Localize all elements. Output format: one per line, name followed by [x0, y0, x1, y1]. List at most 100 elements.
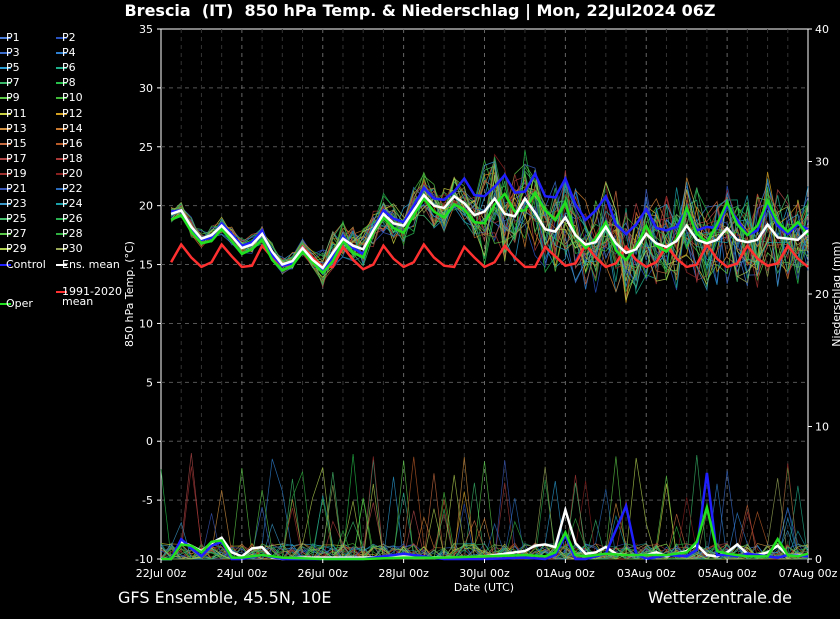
legend-swatch [56, 157, 67, 160]
legend-swatch [0, 157, 11, 160]
legend-label: Control [6, 258, 46, 271]
legend-swatch [0, 188, 11, 190]
legend-swatch [0, 52, 11, 55]
legend-swatch [56, 218, 67, 221]
y-tick-label: 20 [139, 200, 153, 213]
x-tick-label: 24Jul 00z [217, 567, 268, 580]
y-tick-label: 30 [139, 82, 153, 95]
legend-label: Oper [6, 297, 33, 310]
temp-line-control [170, 171, 809, 273]
legend-swatch [0, 142, 11, 145]
legend-label: P14 [62, 121, 83, 135]
y-tick-label: 5 [146, 376, 153, 389]
x-tick-label: 26Jul 00z [297, 567, 348, 580]
legend-swatch [56, 52, 67, 55]
legend-swatch [0, 112, 11, 115]
site-credit: Wetterzentrale.de [647, 588, 792, 607]
legend-label: P20 [62, 166, 83, 180]
y2-tick-label: 30 [815, 156, 829, 169]
x-tick-label: 07Aug 00z [779, 567, 838, 580]
legend-swatch [56, 37, 67, 39]
legend-swatch [0, 303, 11, 305]
y-tick-label: 10 [139, 317, 153, 330]
x-axis: 22Jul 00z 24Jul 00z 26Jul 00z 28Jul 00z 30Ju… [136, 559, 838, 580]
legend-swatch [56, 172, 67, 175]
legend-label: P25 [6, 212, 27, 226]
legend-swatch [0, 233, 11, 236]
legend-label: P22 [62, 182, 83, 195]
legend-label: P30 [62, 242, 83, 256]
x-tick-label: 28Jul 00z [378, 567, 429, 580]
x-tick-label: 22Jul 00z [136, 567, 187, 580]
temp-line-oper [170, 190, 809, 275]
legend-label: P3 [6, 46, 20, 60]
legend-swatch [0, 203, 11, 206]
legend-swatch [0, 172, 11, 175]
y-tick-label: -10 [135, 553, 153, 566]
legend-label: P17 [6, 151, 27, 165]
y-axis-left: -10 -5 0 5 10 15 20 25 30 35 [135, 23, 161, 566]
y-tick-label: 35 [139, 23, 153, 36]
y2-tick-label: 20 [815, 288, 829, 301]
x-tick-label: 03Aug 00z [617, 567, 676, 580]
legend-label: P13 [6, 121, 27, 135]
legend-label: P2 [62, 31, 76, 44]
legend-swatch [56, 142, 67, 145]
precipitation-traces [161, 472, 809, 561]
legend-swatch [56, 248, 67, 251]
legend-swatch [0, 97, 11, 100]
member-precip-P29 [160, 457, 809, 560]
legend-label: 1991-2020 [62, 285, 122, 298]
legend-label: P19 [6, 166, 27, 180]
legend-label: P1 [6, 31, 20, 44]
legend-swatch [56, 291, 67, 293]
legend-label: P24 [62, 197, 83, 211]
legend-label: P26 [62, 212, 83, 226]
legend-swatch [0, 218, 11, 221]
member-precip-P26 [160, 479, 809, 560]
legend-swatch [56, 264, 67, 266]
legend-label: P8 [62, 76, 76, 90]
legend-label: P28 [62, 227, 83, 241]
y2-axis-label: Niederschlag (mm) [830, 241, 840, 346]
temp-line-ens-mean [170, 193, 809, 270]
legend-swatch [56, 188, 67, 190]
y-tick-label: -5 [142, 494, 153, 507]
legend-label: P27 [6, 227, 27, 241]
y-tick-label: 0 [146, 435, 153, 448]
y2-tick-label: 0 [815, 553, 822, 566]
legend-label: P10 [62, 91, 83, 105]
legend-label: P11 [6, 106, 27, 120]
chart-title: Brescia (IT) 850 hPa Temp. & Niederschla… [124, 1, 716, 20]
legend-label: P7 [6, 76, 20, 90]
legend-label: P23 [6, 197, 27, 211]
legend-label: P29 [6, 242, 27, 256]
legend-swatch [0, 82, 11, 85]
legend-swatch [0, 248, 11, 251]
precip-line-oper [161, 502, 809, 561]
grid-lines [161, 29, 808, 559]
legend-swatch [56, 203, 67, 206]
y2-tick-label: 10 [815, 421, 829, 434]
x-axis-label: Date (UTC) [454, 581, 514, 594]
x-tick-label: 01Aug 00z [536, 567, 595, 580]
legend-label: P12 [62, 106, 83, 120]
y-tick-label: 15 [139, 259, 153, 272]
legend-label: P16 [62, 136, 83, 150]
x-tick-label: 30Jul 00z [459, 567, 510, 580]
legend-label: P21 [6, 182, 27, 195]
legend-label: P15 [6, 136, 27, 150]
legend-swatch [0, 37, 11, 39]
legend-swatch [0, 67, 11, 70]
y-tick-label: 25 [139, 141, 153, 154]
legend-swatch [56, 127, 67, 130]
legend-swatch [56, 67, 67, 70]
main-series [170, 171, 809, 275]
legend-swatch [56, 233, 67, 236]
legend-label: P9 [6, 91, 20, 105]
legend-swatch [56, 112, 67, 115]
legend-label: P5 [6, 61, 20, 75]
legend-label: P6 [62, 61, 76, 75]
y-axis-label: 850 hPa Temp. (°C) [123, 241, 136, 347]
legend-swatch [0, 127, 11, 130]
